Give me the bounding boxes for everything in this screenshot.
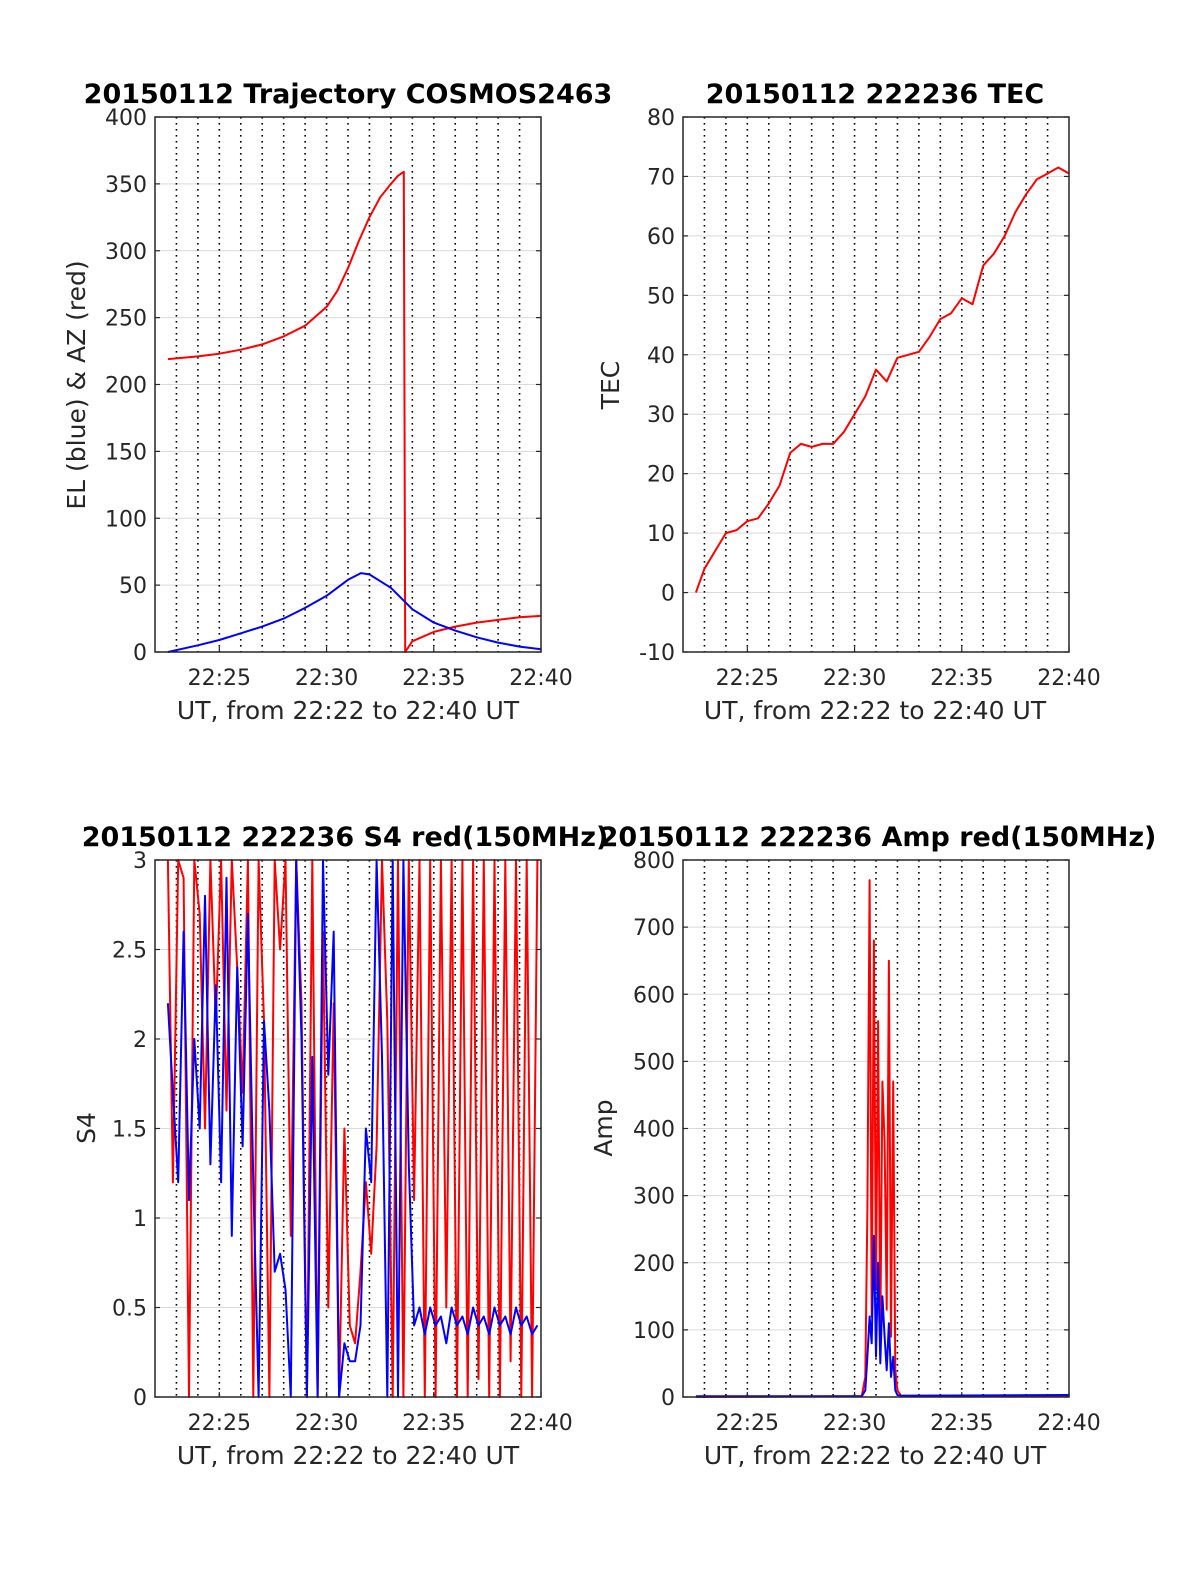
- trajectory-ylabel: EL (blue) & AZ (red): [62, 260, 91, 509]
- s4-series: [166, 859, 539, 1398]
- tec-ytick-label: 40: [647, 344, 675, 369]
- tec-xlabel: UT, from 22:22 to 22:40 UT: [704, 696, 1047, 725]
- tec-xtick-label: 22:40: [1037, 666, 1100, 691]
- trajectory-xlabel: UT, from 22:22 to 22:40 UT: [177, 696, 520, 725]
- s4-ytick-label: 2: [133, 1028, 147, 1053]
- amp-ylabel: Amp: [589, 1099, 618, 1156]
- trajectory-ytick-label: 250: [105, 307, 147, 332]
- tec-series: [694, 166, 1070, 593]
- s4-ytick-label: 1.5: [112, 1118, 147, 1143]
- amp-ytick-label: 0: [661, 1386, 675, 1411]
- trajectory-series-red-line: [167, 170, 542, 653]
- tec-series-red-line: [694, 166, 1070, 593]
- amp-title: 20150112 222236 Amp red(150MHz): [600, 822, 1157, 853]
- trajectory-grid: [155, 117, 541, 652]
- s4-ylabel: S4: [72, 1112, 101, 1144]
- tec-panel: -10 0 10 20 30 40 50 60 70 80 22:25 22:30 22:35 22:40…: [596, 79, 1101, 725]
- s4-ytick-label: 2.5: [112, 939, 147, 964]
- trajectory-series: [167, 170, 542, 653]
- tec-axes-box: [682, 116, 1070, 653]
- amp-ytick-label: 300: [633, 1185, 675, 1210]
- trajectory-ytick-label: 0: [133, 641, 147, 666]
- amp-series: [695, 879, 1070, 1398]
- amp-xtick-label: 22:30: [823, 1411, 886, 1436]
- trajectory-xtick-label: 22:25: [188, 666, 251, 691]
- tec-ticks: -10 0 10 20 30 40 50 60 70 80 22:25 22:30 22:35 22:40: [639, 106, 1101, 691]
- s4-series-blue-line: [166, 859, 539, 1398]
- trajectory-series-blue-line: [167, 572, 542, 653]
- tec-xtick-label: 22:35: [930, 666, 993, 691]
- amp-ytick-label: 500: [633, 1050, 675, 1075]
- trajectory-xtick-label: 22:35: [402, 666, 465, 691]
- s4-title: 20150112 222236 S4 red(150MHz): [82, 822, 609, 853]
- amp-series-blue-line: [695, 1234, 1070, 1398]
- amp-ytick-label: 700: [633, 916, 675, 941]
- amp-xlabel: UT, from 22:22 to 22:40 UT: [704, 1441, 1047, 1470]
- tec-ytick-label: 0: [661, 582, 675, 607]
- tec-ytick-label: 20: [647, 463, 675, 488]
- tec-xtick-label: 22:25: [716, 666, 779, 691]
- s4-ytick-label: 0.5: [112, 1297, 147, 1322]
- s4-ytick-label: 3: [133, 849, 147, 874]
- s4-xtick-label: 22:40: [509, 1411, 572, 1436]
- s4-ytick-label: 1: [133, 1207, 147, 1232]
- s4-series-red-line: [166, 859, 539, 1398]
- amp-xtick-label: 22:25: [716, 1411, 779, 1436]
- trajectory-ytick-label: 50: [119, 574, 147, 599]
- s4-xlabel: UT, from 22:22 to 22:40 UT: [177, 1441, 520, 1470]
- tec-ytick-label: 80: [647, 106, 675, 131]
- tec-ytick-label: 30: [647, 403, 675, 428]
- trajectory-ticks: 0 50 100 150 200 250 300 350 400 22:25 22:30 22:35 2…: [105, 106, 573, 691]
- amp-panel: 0 100 200 300 400 500 600 700 800 22:25 22:30 22:35…: [589, 822, 1156, 1470]
- trajectory-ytick-label: 100: [105, 507, 147, 532]
- amp-ytick-label: 100: [633, 1319, 675, 1344]
- amp-ytick-label: 800: [633, 849, 675, 874]
- tec-ylabel: TEC: [596, 361, 625, 411]
- trajectory-xtick-label: 22:30: [295, 666, 358, 691]
- trajectory-ytick-label: 200: [105, 374, 147, 399]
- tec-ytick-label: 50: [647, 284, 675, 309]
- tec-ytick-label: 60: [647, 225, 675, 250]
- amp-xtick-label: 22:40: [1037, 1411, 1100, 1436]
- trajectory-panel: 0 50 100 150 200 250 300 350 400 22:25 22:30 22:35 2…: [62, 79, 612, 725]
- trajectory-ytick-label: 400: [105, 106, 147, 131]
- amp-ytick-label: 600: [633, 983, 675, 1008]
- amp-ytick-label: 200: [633, 1252, 675, 1277]
- trajectory-ytick-label: 350: [105, 173, 147, 198]
- s4-ytick-label: 0: [133, 1386, 147, 1411]
- amp-ticks: 0 100 200 300 400 500 600 700 800 22:25 22:30 22:35…: [633, 849, 1101, 1436]
- s4-panel: 0 0.5 1 1.5 2 2.5 3 22:25 22:30 22:35 22:40 201501…: [72, 822, 608, 1470]
- trajectory-ytick-label: 150: [105, 440, 147, 465]
- amp-series-red-line: [695, 879, 1069, 1398]
- tec-ytick-label: 70: [647, 165, 675, 190]
- tec-ytick-label: 10: [647, 522, 675, 547]
- trajectory-xtick-label: 22:40: [509, 666, 572, 691]
- trajectory-title: 20150112 Trajectory COSMOS2463: [84, 79, 613, 110]
- amp-xtick-label: 22:35: [930, 1411, 993, 1436]
- trajectory-ytick-label: 300: [105, 240, 147, 265]
- tec-xtick-label: 22:30: [823, 666, 886, 691]
- s4-xtick-label: 22:30: [295, 1411, 358, 1436]
- amp-ytick-label: 400: [633, 1118, 675, 1143]
- s4-ticks: 0 0.5 1 1.5 2 2.5 3 22:25 22:30 22:35 22:40: [112, 849, 573, 1436]
- s4-xtick-label: 22:25: [188, 1411, 251, 1436]
- tec-title: 20150112 222236 TEC: [706, 79, 1045, 110]
- s4-xtick-label: 22:35: [402, 1411, 465, 1436]
- tec-ytick-label: -10: [639, 641, 675, 666]
